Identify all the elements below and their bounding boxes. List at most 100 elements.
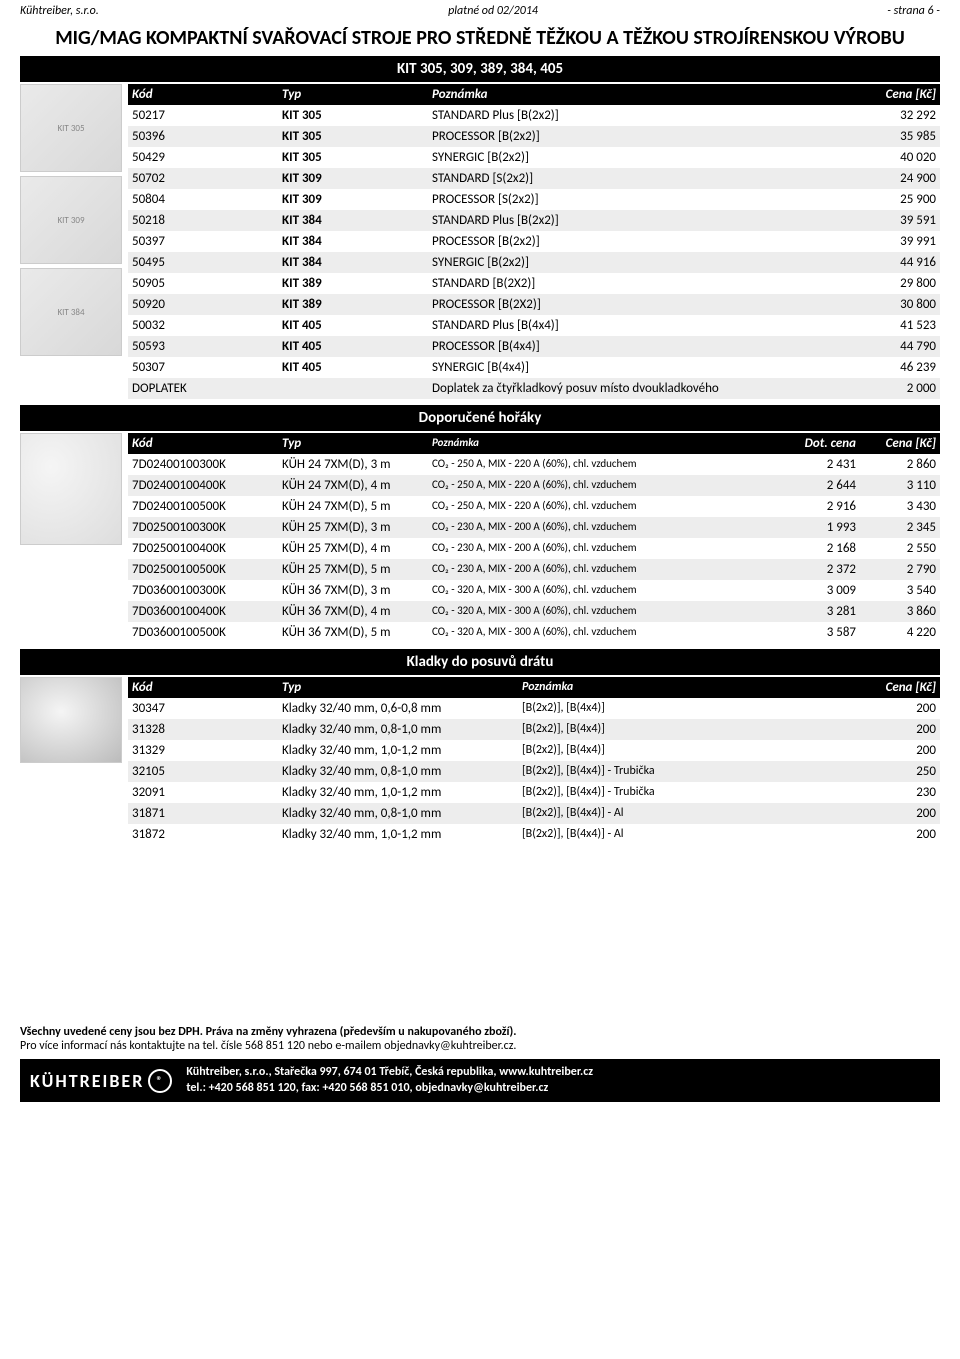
cell-code: 50218 [132,213,282,228]
table1-rows: Kód Typ Poznámka Cena [Kč] 50217KIT 305S… [128,84,940,399]
table-row: 31872Kladky 32/40 mm, 1,0-1,2 mm[B(2x2)]… [128,824,940,845]
cell-code: 7D02500100400K [132,541,282,556]
table-row: 31329Kladky 32/40 mm, 1,0-1,2 mm[B(2x2)]… [128,740,940,761]
cell-price: 2 550 [856,541,936,556]
cell-code: DOPLATEK [132,381,282,396]
cell-code: 50593 [132,339,282,354]
table-row: 7D02500100300KKÜH 25 7XM(D), 3 mCO₂ - 23… [128,517,940,538]
product-image-icon: KIT 309 [20,176,122,264]
col-poznamka: Poznámka [522,680,856,695]
cell-price: 200 [856,743,936,758]
table3-rows: Kód Typ Poznámka Cena [Kč] 30347Kladky 3… [128,677,940,845]
footer-line1a: Všechny uvedené ceny jsou bez DPH. [20,1025,206,1039]
table-row: 50218KIT 384STANDARD Plus [B(2x2)]39 591 [128,210,940,231]
cell-price: 41 523 [856,318,936,333]
table3-header: Kód Typ Poznámka Cena [Kč] [128,677,940,698]
table2-header: Kód Typ Poznámka Dot. cena Cena [Kč] [128,433,940,454]
cell-code: 31871 [132,806,282,821]
cell-price: 44 790 [856,339,936,354]
cell-note: PROCESSOR [B(4x4)] [432,339,856,354]
section-title-1: KIT 305, 309, 389, 384, 405 [20,56,940,82]
table-row: 7D02500100500KKÜH 25 7XM(D), 5 mCO₂ - 23… [128,559,940,580]
addr-line1: Kühtreiber, s.r.o., Stařečka 997, 674 01… [186,1065,593,1081]
col-typ: Typ [282,87,432,102]
cell-note: CO₂ - 250 A, MIX - 220 A (60%), chl. vzd… [432,499,776,514]
cell-note: STANDARD Plus [B(2x2)] [432,108,856,123]
col-cena: Cena [Kč] [856,436,936,451]
table-row: 50396KIT 305PROCESSOR [B(2x2)]35 985 [128,126,940,147]
table-row: 7D02400100400KKÜH 24 7XM(D), 4 mCO₂ - 25… [128,475,940,496]
table2-rows: Kód Typ Poznámka Dot. cena Cena [Kč] 7D0… [128,433,940,643]
cell-code: 50397 [132,234,282,249]
table-row: 7D03600100400KKÜH 36 7XM(D), 4 mCO₂ - 32… [128,601,940,622]
addr-line2: tel.: +420 568 851 120, fax: +420 568 85… [186,1081,593,1097]
footer-address: Kühtreiber, s.r.o., Stařečka 997, 674 01… [186,1065,593,1096]
cell-note: PROCESSOR [B(2x2)] [432,234,856,249]
cell-price: 3 110 [856,478,936,493]
cell-note: [B(2x2)], [B(4x4)] - Al [522,827,856,842]
cell-code: 7D02400100500K [132,499,282,514]
cell-code: 31872 [132,827,282,842]
cell-code: 50804 [132,192,282,207]
table-row: 32105Kladky 32/40 mm, 0,8-1,0 mm[B(2x2)]… [128,761,940,782]
cell-code: 7D02500100500K [132,562,282,577]
table-row: 50702KIT 309STANDARD [S(2x2)]24 900 [128,168,940,189]
cell-typ: KIT 305 [282,129,432,144]
cell-code: 7D03600100500K [132,625,282,640]
cell-typ: KIT 389 [282,276,432,291]
cell-code: 7D02400100400K [132,478,282,493]
cell-code: 50396 [132,129,282,144]
cell-typ: Kladky 32/40 mm, 1,0-1,2 mm [282,743,522,758]
table-row: 32091Kladky 32/40 mm, 1,0-1,2 mm[B(2x2)]… [128,782,940,803]
footer-line1b: Práva na změny vyhrazena (především u na… [206,1025,517,1039]
col-typ: Typ [282,680,522,695]
cell-code: 31329 [132,743,282,758]
cell-dot: 3 281 [776,604,856,619]
cell-price: 2 790 [856,562,936,577]
main-title: MIG/MAG KOMPAKTNÍ SVAŘOVACÍ STROJE PRO S… [20,22,940,54]
product-image-icon: KIT 305 [20,84,122,172]
col-cena: Cena [Kč] [856,87,936,102]
cell-note: [B(2x2)], [B(4x4)] - Al [522,806,856,821]
cell-code: 7D02500100300K [132,520,282,535]
cell-typ: KIT 405 [282,360,432,375]
table-row: 7D02500100400KKÜH 25 7XM(D), 4 mCO₂ - 23… [128,538,940,559]
table-row: 50804KIT 309PROCESSOR [S(2x2)]25 900 [128,189,940,210]
cell-typ: KÜH 24 7XM(D), 4 m [282,478,432,493]
cell-code: 50495 [132,255,282,270]
cell-price: 35 985 [856,129,936,144]
cell-note: CO₂ - 250 A, MIX - 220 A (60%), chl. vzd… [432,478,776,493]
cell-code: 7D03600100400K [132,604,282,619]
cell-typ: KIT 389 [282,297,432,312]
cell-typ: KIT 405 [282,318,432,333]
cell-dot: 3 587 [776,625,856,640]
table-row: 50905KIT 389STANDARD [B(2X2)]29 800 [128,273,940,294]
col-poznamka: Poznámka [432,87,856,102]
cell-note: SYNERGIC [B(2x2)] [432,150,856,165]
cell-price: 46 239 [856,360,936,375]
header-row: Kühtreiber, s.r.o. platné od 02/2014 - s… [20,0,940,22]
cell-note: [B(2x2)], [B(4x4)] [522,743,856,758]
cell-price: 2 345 [856,520,936,535]
cell-note: STANDARD Plus [B(4x4)] [432,318,856,333]
cell-typ: Kladky 32/40 mm, 0,8-1,0 mm [282,722,522,737]
cell-code: 50702 [132,171,282,186]
torch-image-icon [20,433,122,545]
cell-typ: KIT 305 [282,150,432,165]
cell-typ: KÜH 25 7XM(D), 4 m [282,541,432,556]
table-row: 7D03600100300KKÜH 36 7XM(D), 3 mCO₂ - 32… [128,580,940,601]
table-row: DOPLATEKDoplatek za čtyřkladkový posuv m… [128,378,940,399]
footer-bar: KÜHTREIBER ® Kühtreiber, s.r.o., Stařečk… [20,1059,940,1102]
table-row: 50032KIT 405STANDARD Plus [B(4x4)]41 523 [128,315,940,336]
cell-typ: KIT 405 [282,339,432,354]
cell-note: CO₂ - 250 A, MIX - 220 A (60%), chl. vzd… [432,457,776,472]
cell-price: 230 [856,785,936,800]
cell-price: 250 [856,764,936,779]
cell-typ: Kladky 32/40 mm, 0,8-1,0 mm [282,764,522,779]
registered-icon: ® [148,1069,172,1093]
table-row: 50920KIT 389PROCESSOR [B(2X2)]30 800 [128,294,940,315]
table-row: 50593KIT 405PROCESSOR [B(4x4)]44 790 [128,336,940,357]
cell-price: 25 900 [856,192,936,207]
cell-price: 29 800 [856,276,936,291]
cell-dot: 3 009 [776,583,856,598]
